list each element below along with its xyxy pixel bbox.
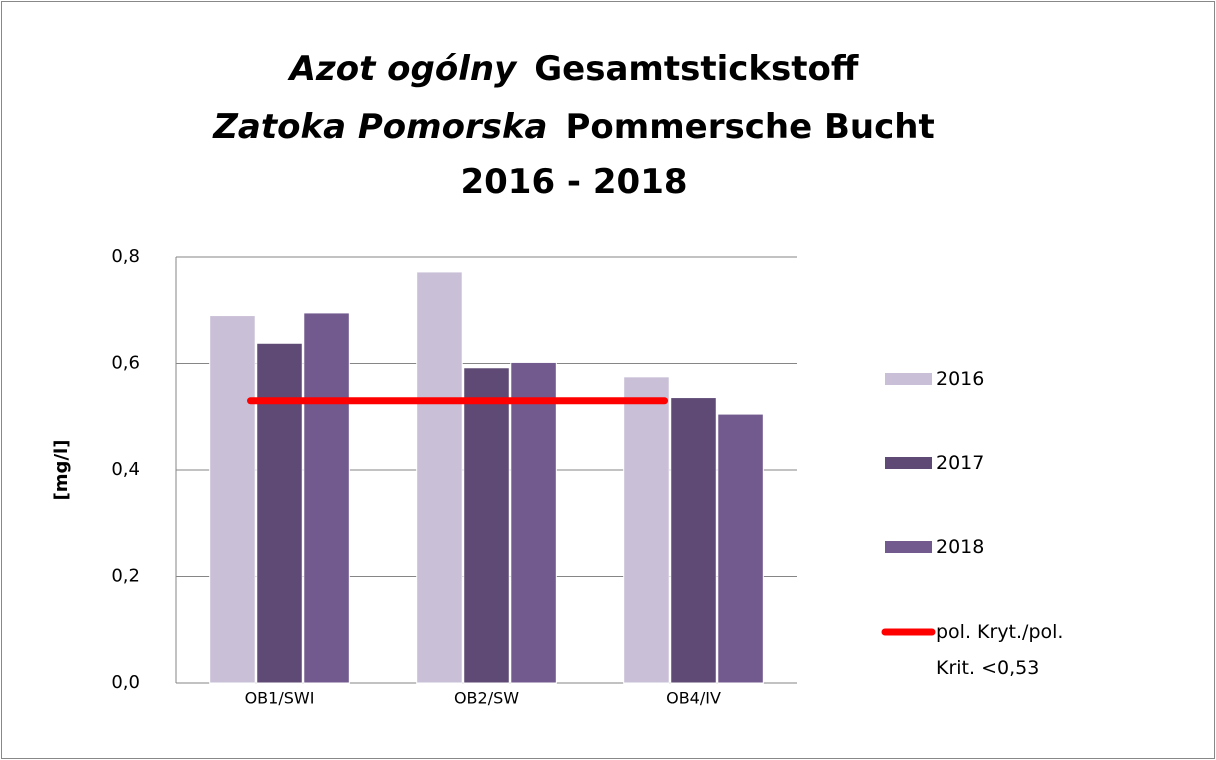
legend-swatch <box>885 373 932 385</box>
bar <box>510 361 557 684</box>
legend-swatch <box>885 457 932 469</box>
legend-entry: 2016 <box>936 368 985 390</box>
title-part: Zatoka Pomorska <box>212 107 547 147</box>
legend-entry: 2017 <box>936 452 985 474</box>
bar <box>463 367 510 684</box>
x-tick-label: OB2/SW <box>454 689 519 708</box>
bar <box>209 315 256 684</box>
legend-label: 2018 <box>936 536 985 558</box>
legend-swatch <box>885 541 932 553</box>
legend-entry: pol. Kryt./pol. Krit. <0,53 mg/l (VI-IX) <box>936 621 1064 694</box>
y-tick-label: 0,8 <box>111 246 140 267</box>
x-tick-label: OB1/SWI <box>245 689 315 708</box>
legend-label: 2017 <box>936 452 985 474</box>
x-tick-label: OB4/IV <box>666 689 721 708</box>
title-part: Gesamtstickstoff <box>534 49 859 89</box>
bar <box>623 376 670 684</box>
legend-entry: 2018 <box>936 536 985 558</box>
chart-title: Zatoka Pomorska Pommersche Bucht <box>212 107 934 147</box>
bar <box>416 271 463 684</box>
bar <box>303 312 350 684</box>
title-part: 2016 - 2018 <box>460 162 687 202</box>
y-axis-label: [mg/l] <box>51 440 72 501</box>
title-part: Pommersche Bucht <box>566 107 935 147</box>
legend-label: 2016 <box>936 368 985 390</box>
bar <box>670 397 717 684</box>
y-tick-label: 0,6 <box>111 353 140 374</box>
y-tick-label: 0,4 <box>111 459 140 480</box>
y-tick-label: 0,2 <box>111 566 140 587</box>
bar <box>256 342 303 684</box>
bar <box>717 413 764 684</box>
legend-label: pol. Kryt./pol. Krit. <0,53 mg/l (VI-IX) <box>936 621 1064 694</box>
title-part: Azot ogólny <box>287 49 518 89</box>
y-tick-label: 0,0 <box>111 672 140 693</box>
chart-title: Azot ogólny Gesamtstickstoff <box>287 49 859 89</box>
chart-title: 2016 - 2018 <box>460 162 687 202</box>
